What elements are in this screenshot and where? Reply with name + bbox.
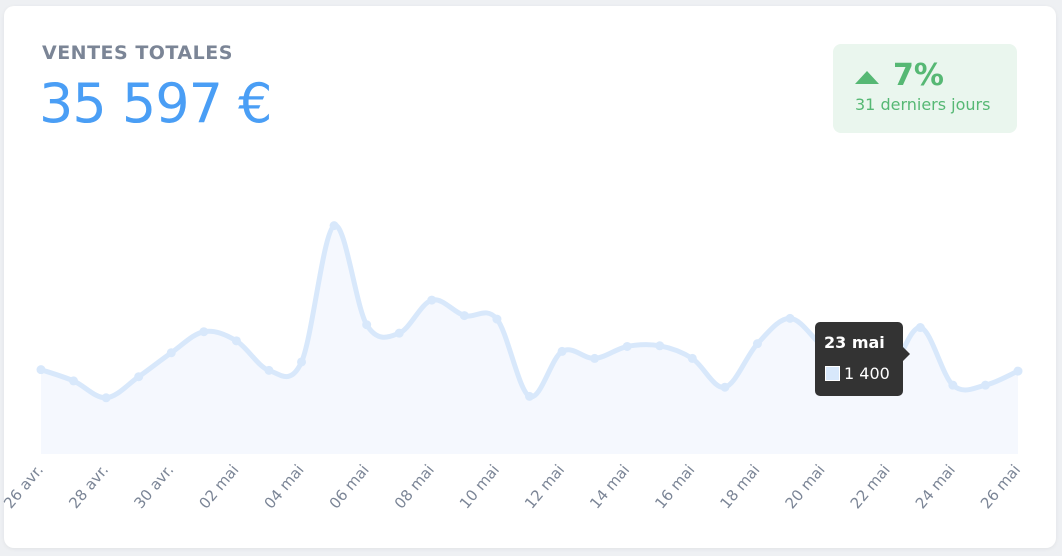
tooltip-swatch	[825, 366, 840, 381]
data-point-13-mai[interactable]	[590, 353, 600, 363]
trend-value: 7%	[893, 58, 944, 93]
data-point-04-mai[interactable]	[297, 357, 307, 367]
data-point-28-avr[interactable]	[101, 393, 111, 403]
x-tick-label: 04 mai	[260, 461, 307, 512]
data-point-25-mai[interactable]	[980, 380, 990, 390]
data-point-17-mai[interactable]	[720, 382, 730, 392]
x-tick-label: 10 mai	[456, 461, 503, 512]
data-point-18-mai[interactable]	[752, 339, 762, 349]
x-tick-label: 24 mai	[912, 461, 959, 512]
x-tick-label: 02 mai	[195, 461, 242, 512]
kpi-value: 35 597 €	[39, 72, 272, 135]
x-tick-label: 20 mai	[782, 461, 829, 512]
sales-card: VENTES TOTALES 35 597 € 7% 31 derniers j…	[4, 6, 1056, 548]
data-point-09-mai[interactable]	[459, 311, 469, 321]
data-point-08-mai[interactable]	[427, 295, 437, 305]
data-point-05-mai[interactable]	[329, 221, 339, 231]
x-tick-label: 30 avr.	[130, 461, 177, 512]
data-point-24-mai[interactable]	[948, 380, 958, 390]
data-point-14-mai[interactable]	[622, 341, 632, 351]
x-tick-label: 28 avr.	[65, 461, 112, 512]
data-point-16-mai[interactable]	[687, 353, 697, 363]
x-tick-label: 18 mai	[716, 461, 763, 512]
x-tick-label: 22 mai	[847, 461, 894, 512]
data-point-19-mai[interactable]	[785, 313, 795, 323]
x-tick-label: 12 mai	[521, 461, 568, 512]
data-point-03-mai[interactable]	[264, 365, 274, 375]
tooltip-value: 1 400	[844, 364, 890, 383]
x-tick-label: 16 mai	[651, 461, 698, 512]
x-tick-label: 14 mai	[586, 461, 633, 512]
trend-badge: 7% 31 derniers jours	[833, 44, 1017, 133]
data-point-01-mai[interactable]	[199, 327, 209, 337]
sales-area	[41, 225, 1018, 454]
data-point-02-mai[interactable]	[231, 336, 241, 346]
kpi-label: VENTES TOTALES	[42, 42, 233, 64]
tooltip-title: 23 mai	[824, 333, 885, 352]
data-point-27-avr[interactable]	[69, 376, 79, 386]
data-point-29-avr[interactable]	[134, 372, 144, 382]
data-point-15-mai[interactable]	[655, 341, 665, 351]
data-point-06-mai[interactable]	[362, 320, 372, 330]
data-point-10-mai[interactable]	[492, 314, 502, 324]
chart-tooltip: 23 mai 1 400	[815, 322, 910, 396]
data-point-26-mai[interactable]	[1013, 366, 1023, 376]
x-tick-label: 06 mai	[326, 461, 373, 512]
data-point-23-mai[interactable]	[915, 323, 925, 333]
data-point-12-mai[interactable]	[557, 346, 567, 356]
data-point-30-avr[interactable]	[166, 348, 176, 358]
x-tick-label: 08 mai	[391, 461, 438, 512]
x-tick-label: 26 avr.	[0, 461, 47, 512]
data-point-11-mai[interactable]	[525, 391, 534, 401]
arrow-up-icon	[855, 71, 879, 84]
data-point-26-avr[interactable]	[36, 365, 46, 375]
trend-period: 31 derniers jours	[855, 95, 991, 114]
data-point-07-mai[interactable]	[394, 328, 404, 338]
x-tick-label: 26 mai	[977, 461, 1024, 512]
